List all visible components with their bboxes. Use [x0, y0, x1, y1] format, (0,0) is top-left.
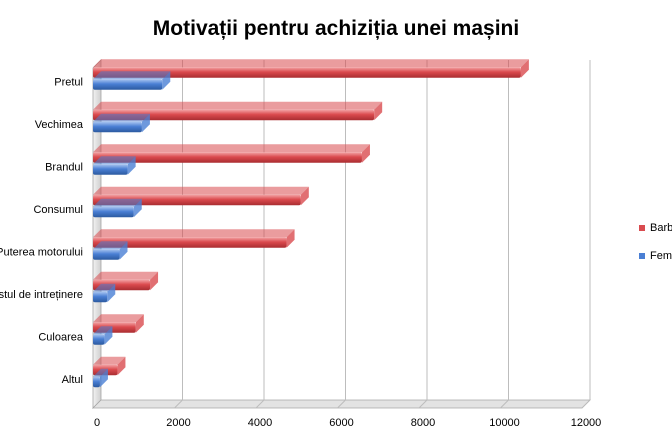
bar-barbati-front [93, 237, 287, 248]
bar-femei [93, 368, 108, 388]
gridline-depth [500, 399, 509, 409]
bar-femei-top [93, 241, 128, 250]
bar-femei-end [99, 368, 108, 388]
bar-femei-front [93, 376, 100, 388]
bar-barbati-front [93, 67, 521, 78]
bar-barbati-top [93, 144, 370, 153]
bar-femei-end [133, 198, 142, 218]
bar-femei-end [104, 326, 113, 345]
legend-swatch [639, 225, 645, 231]
bar-femei-front [93, 121, 142, 133]
bar-femei-front [93, 291, 108, 303]
category-label: Vechimea [35, 119, 84, 131]
bar-barbati-end [361, 144, 370, 163]
bar-barbati-top [93, 271, 159, 280]
bar-femei-front [93, 206, 134, 218]
bar-femei-front [93, 334, 105, 345]
category-label: Altul [62, 374, 83, 386]
bar-femei-end [127, 156, 136, 175]
bar-femei-end [162, 71, 171, 90]
chart-title: Motivații pentru achiziția unei mașini [153, 17, 519, 40]
bar-barbati-end [374, 101, 383, 121]
bar-femei [93, 156, 136, 175]
bar-barbati-end [135, 314, 144, 333]
bar-femei-top [93, 326, 113, 335]
bar-femei-front [93, 79, 163, 90]
gridline-depth [418, 399, 428, 409]
bar-barbati-top [93, 59, 529, 68]
bar-femei [93, 326, 113, 345]
bar-barbati-end [300, 186, 309, 206]
x-tick-label: 12000 [571, 417, 602, 429]
bar-femei [93, 283, 116, 303]
bar-femei [93, 71, 171, 90]
bar-barbati [93, 186, 309, 206]
bar-femei-top [93, 368, 108, 377]
bar-barbati-end [520, 59, 529, 78]
bar-barbati [93, 229, 295, 248]
x-tick-label: 4000 [248, 417, 272, 429]
bar-barbati-front [93, 152, 362, 163]
bar-barbati [93, 314, 144, 333]
x-tick-label: 2000 [166, 417, 190, 429]
bar-femei-top [93, 113, 150, 122]
category-label: Pretul [54, 76, 83, 88]
bar-femei-top [93, 71, 171, 80]
bar-femei-end [107, 283, 116, 303]
bar-femei-front [93, 164, 128, 175]
bar-femei [93, 113, 150, 133]
x-tick-label: 10000 [489, 417, 520, 429]
bar-femei-end [141, 113, 150, 133]
bar-femei [93, 198, 142, 218]
bar-barbati-top [93, 229, 295, 238]
bar-barbati [93, 144, 370, 163]
bar-femei-top [93, 156, 136, 165]
x-tick-label: 0 [94, 417, 100, 429]
category-label: Culoarea [38, 331, 84, 343]
category-label: Brandul [45, 161, 83, 173]
bar-barbati [93, 59, 529, 78]
bar-barbati-end [117, 356, 126, 376]
legend-swatch [639, 253, 645, 259]
bar-femei-end [119, 241, 128, 260]
bar-femei-front [93, 249, 120, 260]
bar-barbati-top [93, 186, 309, 195]
x-tick-label: 8000 [411, 417, 435, 429]
bar-barbati-top [93, 314, 144, 323]
bar-barbati-end [150, 271, 159, 291]
bar-barbati-top [93, 101, 383, 110]
x-tick-label: 6000 [329, 417, 353, 429]
gridline-depth [337, 399, 346, 409]
legend-label: Femei [650, 250, 672, 262]
gridline-depth [174, 399, 183, 409]
bar-barbati-top [93, 356, 126, 365]
category-label: Costul de intreținere [0, 289, 83, 301]
bar-barbati-end [286, 229, 295, 248]
bar-femei [93, 241, 128, 260]
legend-label: Barbati [650, 222, 672, 234]
plot-area: 0 2000 4000 6000 8000 10000 12000 Pretul Vechime… [0, 59, 601, 429]
legend: Barbati Femei [639, 222, 672, 262]
bar-femei-top [93, 198, 142, 207]
category-label: Puterea motorului [0, 246, 83, 258]
bar-barbati-front [93, 109, 375, 121]
bar-femei-top [93, 283, 116, 292]
bar-barbati [93, 101, 383, 121]
category-label: Consumul [33, 204, 83, 216]
gridline-depth [581, 399, 591, 409]
bar-barbati-front [93, 194, 301, 206]
gridline-depth [255, 399, 265, 409]
